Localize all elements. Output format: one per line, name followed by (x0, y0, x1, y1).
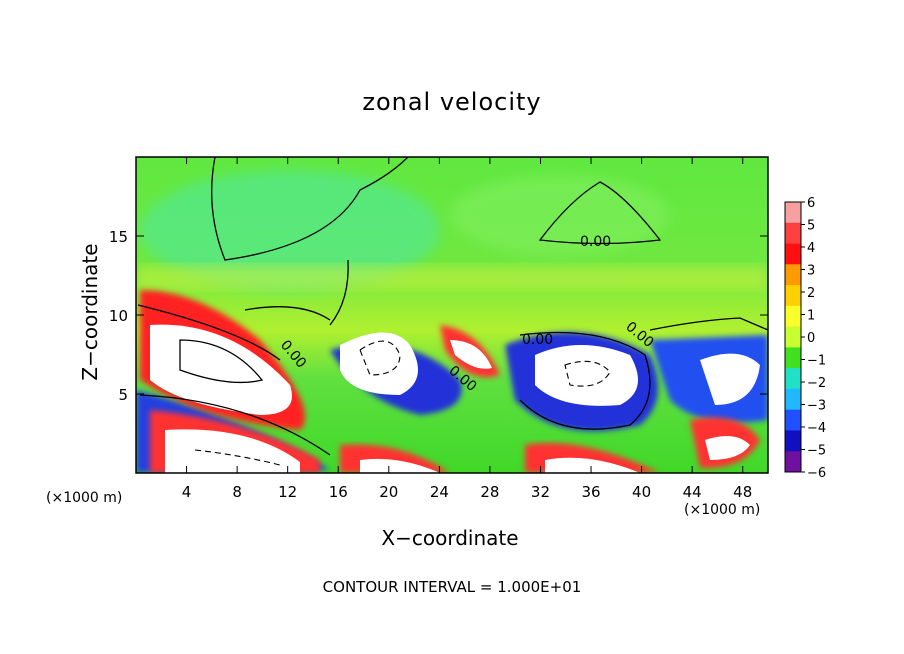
x-tick-label: 8 (232, 483, 242, 501)
colorbar-label: −1 (807, 354, 826, 369)
x-tick-label: 48 (733, 483, 752, 501)
x-tick-label: 4 (182, 483, 192, 501)
x-tick-label: 32 (531, 483, 550, 501)
y-axis: 5 10 15 (109, 228, 768, 404)
contour-label: 0.00 (522, 332, 553, 348)
colorbar-label: −3 (807, 399, 826, 414)
heatmap-field (136, 157, 768, 473)
x-unit-label: (×1000 m) (46, 490, 123, 506)
colorbar-label: −2 (807, 376, 826, 391)
colorbar-swatch (785, 347, 801, 369)
colorbar-label: 0 (807, 331, 815, 346)
x-tick-label: 12 (278, 483, 297, 501)
colorbar: 6 5 4 3 2 1 0 −1 −2 −3 −4 −5 −6 (784, 196, 826, 481)
colorbar-label: 4 (807, 241, 815, 256)
colorbar-label: −5 (807, 444, 826, 459)
x-tick-label: 28 (480, 483, 499, 501)
colorbar-swatch (785, 264, 801, 286)
colorbar-swatch (785, 222, 801, 245)
y-axis-label: Z−coordinate (78, 243, 102, 381)
x-unit-label-right: (×1000 m) (684, 502, 761, 518)
contour-interval-note: CONTOUR INTERVAL = 1.000E+01 (322, 578, 582, 596)
chart-title: zonal velocity (362, 88, 542, 116)
y-tick-label: 15 (109, 228, 128, 246)
colorbar-swatch (785, 285, 801, 307)
colorbar-swatch (785, 430, 801, 452)
colorbar-label: −6 (807, 466, 826, 481)
colorbar-swatch (785, 305, 801, 328)
colorbar-label: 1 (807, 309, 815, 324)
x-tick-label: 44 (683, 483, 702, 501)
x-tick-label: 24 (430, 483, 449, 501)
x-tick-label: 20 (379, 483, 398, 501)
x-tick-label: 40 (632, 483, 651, 501)
x-tick-label: 36 (581, 483, 600, 501)
colorbar-swatch (785, 243, 801, 265)
colorbar-swatch (785, 388, 801, 411)
colorbar-swatch (785, 451, 801, 473)
colorbar-label: −4 (807, 421, 826, 436)
colorbar-swatch (785, 409, 801, 431)
contour-label: 0.00 (580, 234, 611, 250)
y-tick-label: 5 (118, 386, 128, 404)
colorbar-swatch (785, 326, 801, 348)
colorbar-swatch (785, 368, 801, 390)
colorbar-swatch (785, 202, 801, 224)
colorbar-label: 5 (807, 219, 815, 234)
x-tick-label: 16 (329, 483, 348, 501)
colorbar-label: 3 (807, 264, 815, 279)
x-axis: 4 8 12 16 20 24 28 32 36 40 44 48 (182, 157, 752, 501)
y-tick-label: 10 (109, 307, 128, 325)
colorbar-label: 2 (807, 286, 815, 301)
colorbar-label: 6 (807, 196, 815, 211)
x-axis-label: X−coordinate (381, 526, 519, 550)
